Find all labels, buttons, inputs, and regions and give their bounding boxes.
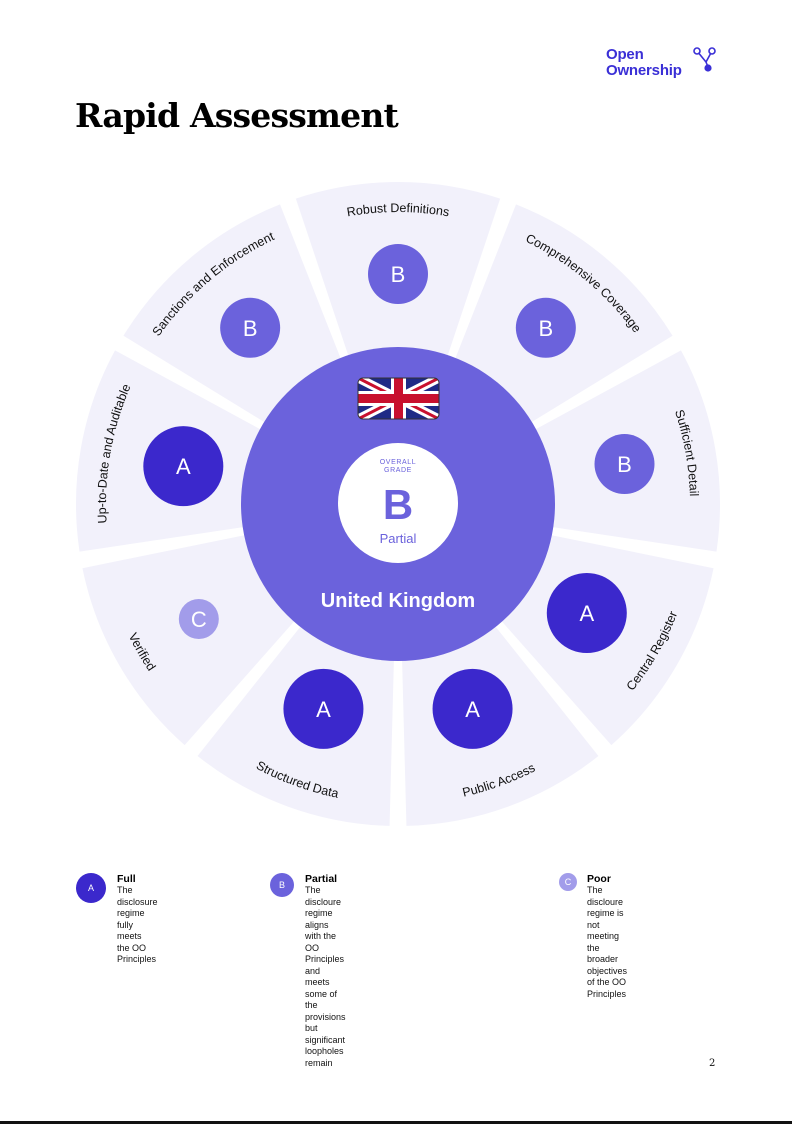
- overall-grade-letter: B: [383, 481, 413, 528]
- legend-desc-poor: The discloure regime is not meeting the …: [587, 885, 627, 1000]
- page-title: Rapid Assessment: [75, 96, 399, 135]
- legend-desc-full: The disclosure regime fully meets the OO…: [117, 885, 158, 966]
- country-name: United Kingdom: [321, 590, 475, 612]
- grade-letter: A: [176, 454, 191, 479]
- legend-grade-dot-c: C: [559, 873, 577, 891]
- uk-flag-icon: [357, 377, 440, 420]
- grade-badge: [283, 668, 364, 749]
- grade-letter: B: [617, 452, 632, 477]
- grade-badge: [432, 668, 513, 749]
- grade-letter: C: [191, 607, 207, 632]
- grade-badge: [220, 297, 281, 358]
- legend-title-partial: Partial: [305, 873, 338, 885]
- grade-badge: [515, 297, 576, 358]
- legend-grade-dot-b: B: [270, 873, 294, 897]
- overall-label-1: OVERALL: [380, 459, 417, 466]
- segment-up-to-date-and-auditable: AUp-to-Date and Auditable: [76, 350, 268, 552]
- overall-grade-text: Partial: [380, 531, 417, 546]
- legend-desc-line: but significant loopholes remain: [305, 1023, 346, 1068]
- page-number: 2: [709, 1058, 716, 1069]
- segment-label-text: Robust Definitions: [346, 201, 451, 219]
- grade-badge: [546, 573, 627, 653]
- legend-desc-line: The discloure regime is not: [587, 885, 624, 930]
- segment-background: [82, 533, 300, 746]
- grade-letter: B: [538, 316, 553, 341]
- grade-letter: A: [579, 601, 594, 626]
- bottom-rule: [0, 1121, 792, 1124]
- legend-desc-line: meeting the broader objectives: [587, 931, 628, 976]
- grade-letter: B: [243, 316, 258, 341]
- legend-desc-line: of the OO Principles: [587, 977, 627, 999]
- grade-badge: [178, 599, 219, 639]
- legend-desc-line: the OO Principles: [117, 942, 157, 965]
- grade-letter: A: [316, 697, 331, 722]
- legend-desc-line: The discloure regime aligns with the OO: [305, 885, 342, 953]
- legend-desc-line: regime fully meets: [117, 908, 145, 941]
- legend-title-full: Full: [117, 873, 136, 885]
- legend-grade-dot-a: A: [76, 873, 106, 903]
- overall-label-2: GRADE: [384, 467, 412, 474]
- logo-wordmark: Open Ownership: [606, 47, 682, 79]
- grade-badge: [594, 434, 655, 495]
- legend-desc-line: Principles and meets some of the provisi…: [305, 954, 346, 1022]
- overall-grade-badge: [338, 443, 458, 563]
- open-ownership-logo: Open Ownership: [606, 47, 726, 87]
- segment-robust-definitions: B Robust Definitions: [295, 182, 501, 364]
- grade-badge: [143, 426, 224, 507]
- logo-line-1: Open: [606, 46, 644, 63]
- legend-title-poor: Poor: [587, 873, 611, 885]
- segment-label: Robust Definitions: [346, 201, 451, 219]
- legend-desc-line: The disclosure: [117, 885, 158, 907]
- network-nodes-icon: [693, 47, 716, 72]
- logo-line-2: Ownership: [606, 62, 682, 79]
- legend-desc-partial: The discloure regime aligns with the OO …: [305, 885, 346, 1069]
- grade-badge: [368, 244, 428, 304]
- grade-letter: A: [465, 697, 480, 722]
- grade-letter: B: [391, 262, 406, 287]
